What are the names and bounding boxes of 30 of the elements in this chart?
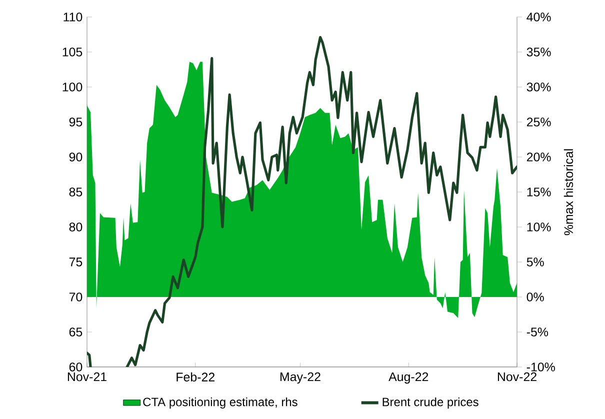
y2-tick-label: 25% (526, 118, 551, 126)
y-tick-label: 100 (62, 82, 82, 92)
y-tick-label: 65 (69, 328, 82, 336)
y-tick-label: 85 (69, 188, 82, 196)
y2-axis-title: %max historical (564, 149, 574, 236)
y2-tick-label: 10% (527, 222, 551, 232)
y2-tick-label: 40% (526, 12, 551, 22)
y-tick-label: 110 (64, 12, 82, 22)
y-tick-label: 70 (69, 292, 82, 302)
y2-tick-label: 15% (527, 188, 551, 196)
y-tick-label: 75 (69, 258, 82, 266)
legend-label: CTA positioning estimate, rhs (143, 397, 298, 409)
y-tick-label: 95 (69, 118, 82, 126)
y2-tick-label: -10% (526, 362, 555, 372)
y2-tick-label: 35% (526, 48, 551, 56)
x-tick-label: Nov-21 (68, 372, 106, 382)
y2-tick-label: 0% (526, 292, 544, 302)
legend-label: Brent crude prices (382, 397, 478, 409)
y-tick-label: 105 (62, 48, 82, 56)
y2-tick-label: -5% (526, 328, 548, 336)
x-tick-label: May-22 (280, 372, 320, 384)
x-tick-label: Nov-22 (498, 372, 536, 382)
x-tick-label: Aug-22 (388, 372, 428, 384)
y-tick-label: 90 (69, 152, 82, 162)
y2-tick-label: 20% (526, 152, 551, 162)
y2-tick-label: 5% (526, 258, 544, 266)
x-tick-label: Feb-22 (176, 372, 214, 382)
y-tick-label: 80 (69, 222, 82, 232)
y2-tick-label: 30% (526, 82, 551, 92)
y-tick-label: 60 (69, 362, 82, 372)
